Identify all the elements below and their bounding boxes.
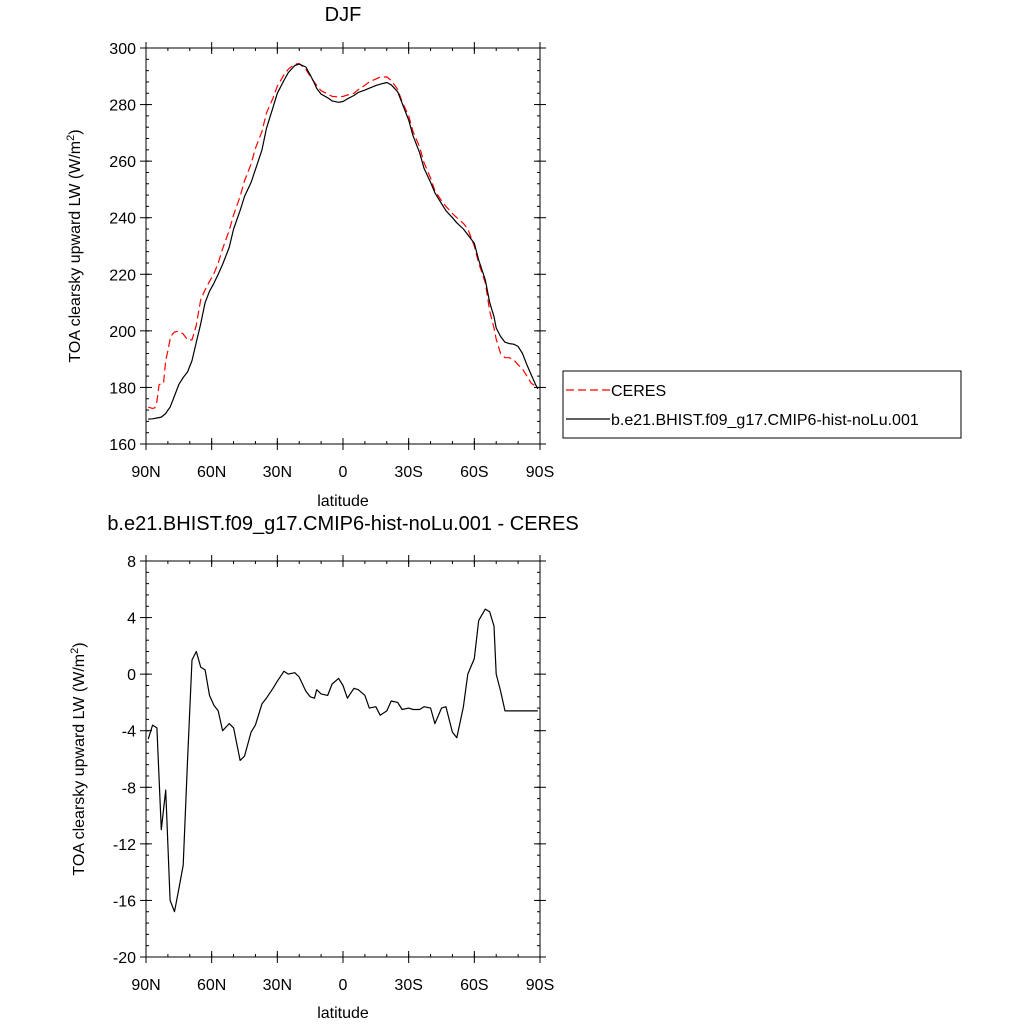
y-axis-label: TOA clearsky upward LW (W/m2)	[69, 642, 88, 875]
x-tick-label: 0	[339, 464, 348, 481]
chart-title: DJF	[325, 4, 362, 26]
y-tick-label: 200	[109, 324, 136, 341]
y-tick-label: 0	[127, 667, 136, 684]
y-tick-label: -12	[113, 837, 136, 854]
y-tick-label: -4	[122, 724, 136, 741]
legend-box	[562, 370, 962, 439]
x-tick-labels: 90N 60N 30N 0 30S 60S 90S	[131, 977, 554, 994]
x-axis-label: latitude	[317, 1005, 369, 1022]
x-tick-label: 60S	[460, 464, 488, 481]
y-tick-label: 220	[109, 267, 136, 284]
x-tick-label: 30S	[394, 977, 422, 994]
legend: CERES b.e21.BHIST.f09_g17.CMIP6-hist-noL…	[562, 370, 962, 439]
x-tick-label: 0	[339, 977, 348, 994]
y-tick-labels: -20 -16 -12 -8 -4 0 4 8	[113, 554, 136, 967]
plot-frame	[145, 47, 541, 445]
chart-title: b.e21.BHIST.f09_g17.CMIP6-hist-noLu.001 …	[107, 513, 578, 535]
y-tick-label: 4	[127, 611, 136, 628]
y-axis-label: TOA clearsky upward LW (W/m2)	[65, 129, 84, 362]
y-tick-labels: 160 180 200 220 240 260 280 300	[109, 41, 136, 454]
x-tick-label: 60N	[197, 977, 226, 994]
tick-marks	[140, 555, 546, 963]
legend-label-model: b.e21.BHIST.f09_g17.CMIP6-hist-noLu.001	[611, 412, 919, 429]
plot-frame	[145, 560, 541, 958]
y-tick-label: 240	[109, 211, 136, 228]
series-line-b-e21-bhist-f09-g17-cmip6-hist-nolu-001	[148, 63, 539, 420]
y-tick-label: -8	[122, 780, 136, 797]
y-tick-label: 300	[109, 41, 136, 58]
y-tick-label: 8	[127, 554, 136, 571]
bottom-panel: b.e21.BHIST.f09_g17.CMIP6-hist-noLu.001 …	[69, 513, 579, 1022]
x-tick-label: 60S	[460, 977, 488, 994]
data-lines	[147, 608, 538, 913]
data-lines	[148, 62, 539, 420]
legend-label-ceres: CERES	[611, 383, 666, 400]
x-tick-label: 90N	[131, 464, 160, 481]
y-tick-label: -20	[113, 950, 136, 967]
y-tick-label: 260	[109, 154, 136, 171]
x-tick-label: 30S	[394, 464, 422, 481]
top-panel: DJF 160 180 200 220 240 260 280 300 90N 60N 30N 0 3…	[65, 4, 962, 510]
y-tick-label: 280	[109, 98, 136, 115]
series-line-ceres	[148, 62, 539, 409]
x-tick-label: 60N	[197, 464, 226, 481]
x-tick-label: 30N	[263, 977, 292, 994]
y-tick-label: 160	[109, 437, 136, 454]
tick-marks	[140, 42, 546, 450]
x-axis-label: latitude	[317, 493, 369, 510]
x-tick-label: 90S	[526, 977, 554, 994]
series-line-difference	[147, 608, 538, 913]
y-tick-label: 180	[109, 380, 136, 397]
x-tick-label: 30N	[263, 464, 292, 481]
x-tick-labels: 90N 60N 30N 0 30S 60S 90S	[131, 464, 554, 481]
y-tick-label: -16	[113, 893, 136, 910]
x-tick-label: 90S	[526, 464, 554, 481]
x-tick-label: 90N	[131, 977, 160, 994]
